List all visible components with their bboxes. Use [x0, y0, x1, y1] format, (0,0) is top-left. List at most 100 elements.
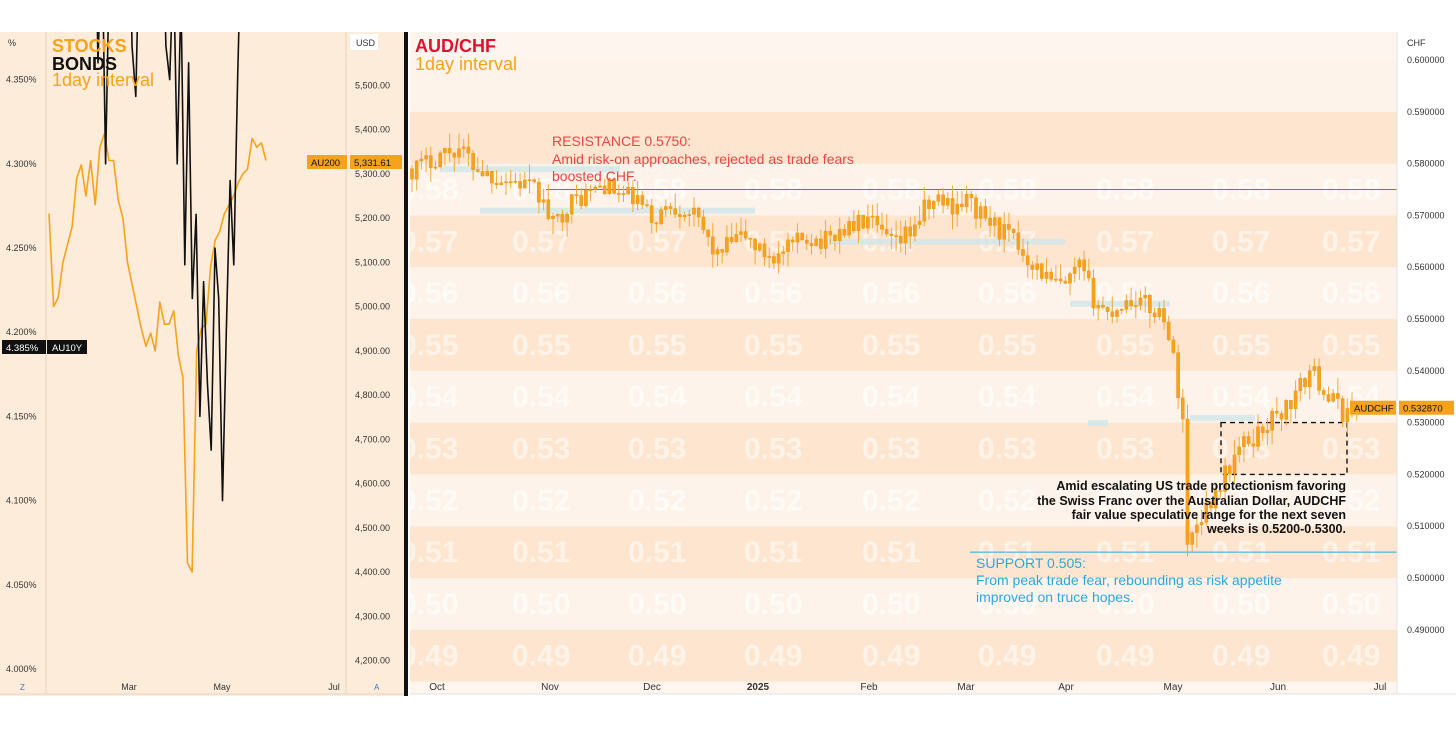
watermark-label: 0.54: [628, 381, 687, 414]
time-x-tick: Oct: [429, 682, 445, 693]
watermark-label: 0.51: [862, 536, 920, 569]
watermark-label: 0.49: [1322, 640, 1380, 673]
candle-body: [425, 156, 428, 160]
candle-body: [923, 200, 926, 221]
watermark-label: 0.53: [1322, 433, 1380, 466]
candle-body: [833, 235, 836, 241]
left-panel-right-y-tick: 5,300.00: [355, 169, 390, 179]
candle-body: [1026, 256, 1029, 265]
price-band: [410, 60, 1397, 112]
price-y-tick: 0.490000: [1407, 625, 1445, 635]
candle-body: [495, 183, 498, 185]
candle-body: [537, 182, 540, 202]
left-y-tick: 4.050%: [6, 580, 37, 590]
candle-body: [960, 204, 963, 207]
candle-body: [439, 153, 442, 167]
left-x-tick: May: [213, 682, 231, 692]
candle-body: [462, 147, 465, 149]
price-y-tick: 0.580000: [1407, 159, 1445, 169]
watermark-label: 0.50: [744, 588, 802, 621]
candle-body: [669, 206, 672, 208]
candle-body: [580, 195, 583, 206]
candle-body: [735, 234, 738, 241]
left-panel-right-y-tick: 4,700.00: [355, 434, 390, 444]
resistance-text-1: Amid risk-on approaches, rejected as tra…: [552, 151, 854, 167]
watermark-label: 0.49: [512, 640, 570, 673]
candle-body: [660, 210, 663, 224]
time-x-tick: May: [1164, 682, 1183, 693]
candle-body: [1181, 398, 1184, 419]
candle-body: [974, 198, 977, 219]
watermark-label: 0.50: [1212, 588, 1270, 621]
candle-body: [603, 186, 606, 194]
candle-body: [1087, 271, 1090, 278]
watermark-label: 0.53: [1096, 433, 1154, 466]
candle-body: [702, 217, 705, 230]
candle-body: [857, 215, 860, 231]
candle-body: [1031, 265, 1034, 270]
candle-body: [533, 180, 536, 182]
candle-body: [561, 214, 564, 222]
candle-body: [1233, 455, 1236, 474]
left-y-tick: 4.300%: [6, 159, 37, 169]
candle-body: [758, 244, 761, 250]
price-y-tick: 0.510000: [1407, 521, 1445, 531]
candle-body: [645, 205, 648, 206]
candle-body: [899, 236, 902, 243]
candle-body: [1073, 267, 1076, 273]
price-y-tick: 0.570000: [1407, 210, 1445, 220]
note-line-3: fair value speculative range for the nex…: [1072, 508, 1346, 522]
watermark-label: 0.50: [628, 588, 686, 621]
watermark-label: 0.56: [512, 277, 570, 310]
watermark-label: 0.49: [978, 640, 1036, 673]
candle-body: [1303, 378, 1306, 386]
candle-body: [566, 214, 569, 222]
candle-body: [1134, 305, 1137, 306]
candle-body: [1003, 224, 1006, 239]
watermark-label: 0.55: [978, 329, 1036, 362]
candle-body: [730, 237, 733, 241]
left-panel-right-y-tick: 4,200.00: [355, 656, 390, 666]
candle-body: [429, 156, 432, 168]
candle-body: [1280, 413, 1283, 419]
candle-body: [655, 223, 658, 224]
candle-body: [707, 230, 710, 237]
watermark-label: 0.57: [1212, 225, 1270, 258]
candle-body: [796, 233, 799, 242]
price-badge-name: AUDCHF: [1354, 404, 1394, 415]
candle-body: [1275, 411, 1278, 413]
candle-body: [1130, 300, 1133, 305]
watermark-label: 0.50: [862, 588, 920, 621]
candle-body: [1054, 279, 1057, 280]
left-y-tick: 4.150%: [6, 411, 37, 421]
candle-body: [519, 181, 522, 188]
candle-body: [420, 159, 423, 161]
time-x-tick: Feb: [860, 682, 878, 693]
candle-body: [824, 231, 827, 248]
note-line-1: Amid escalating US trade protectionism f…: [1056, 479, 1346, 493]
candle-body: [1172, 340, 1175, 353]
candle-body: [448, 148, 451, 153]
candle-body: [1111, 312, 1114, 317]
candle-body: [1007, 224, 1010, 229]
candle-body: [937, 195, 940, 202]
candle-body: [1144, 295, 1147, 298]
candle-body: [692, 208, 695, 214]
candle-body: [829, 231, 832, 235]
candle-body: [1153, 313, 1156, 317]
support-text-2: improved on truce hopes.: [976, 589, 1134, 605]
candle-body: [805, 240, 808, 243]
time-x-tick: Apr: [1058, 682, 1074, 693]
watermark-label: 0.57: [512, 225, 570, 258]
candle-body: [848, 221, 851, 235]
price-y-tick: 0.520000: [1407, 469, 1445, 479]
watermark-label: 0.56: [1212, 277, 1270, 310]
candle-body: [791, 240, 794, 242]
candle-body: [617, 193, 620, 194]
candle-body: [1068, 274, 1071, 284]
candle-body: [904, 227, 907, 243]
candle-body: [523, 180, 526, 188]
watermark-label: 0.56: [1322, 277, 1380, 310]
candle-body: [932, 201, 935, 209]
